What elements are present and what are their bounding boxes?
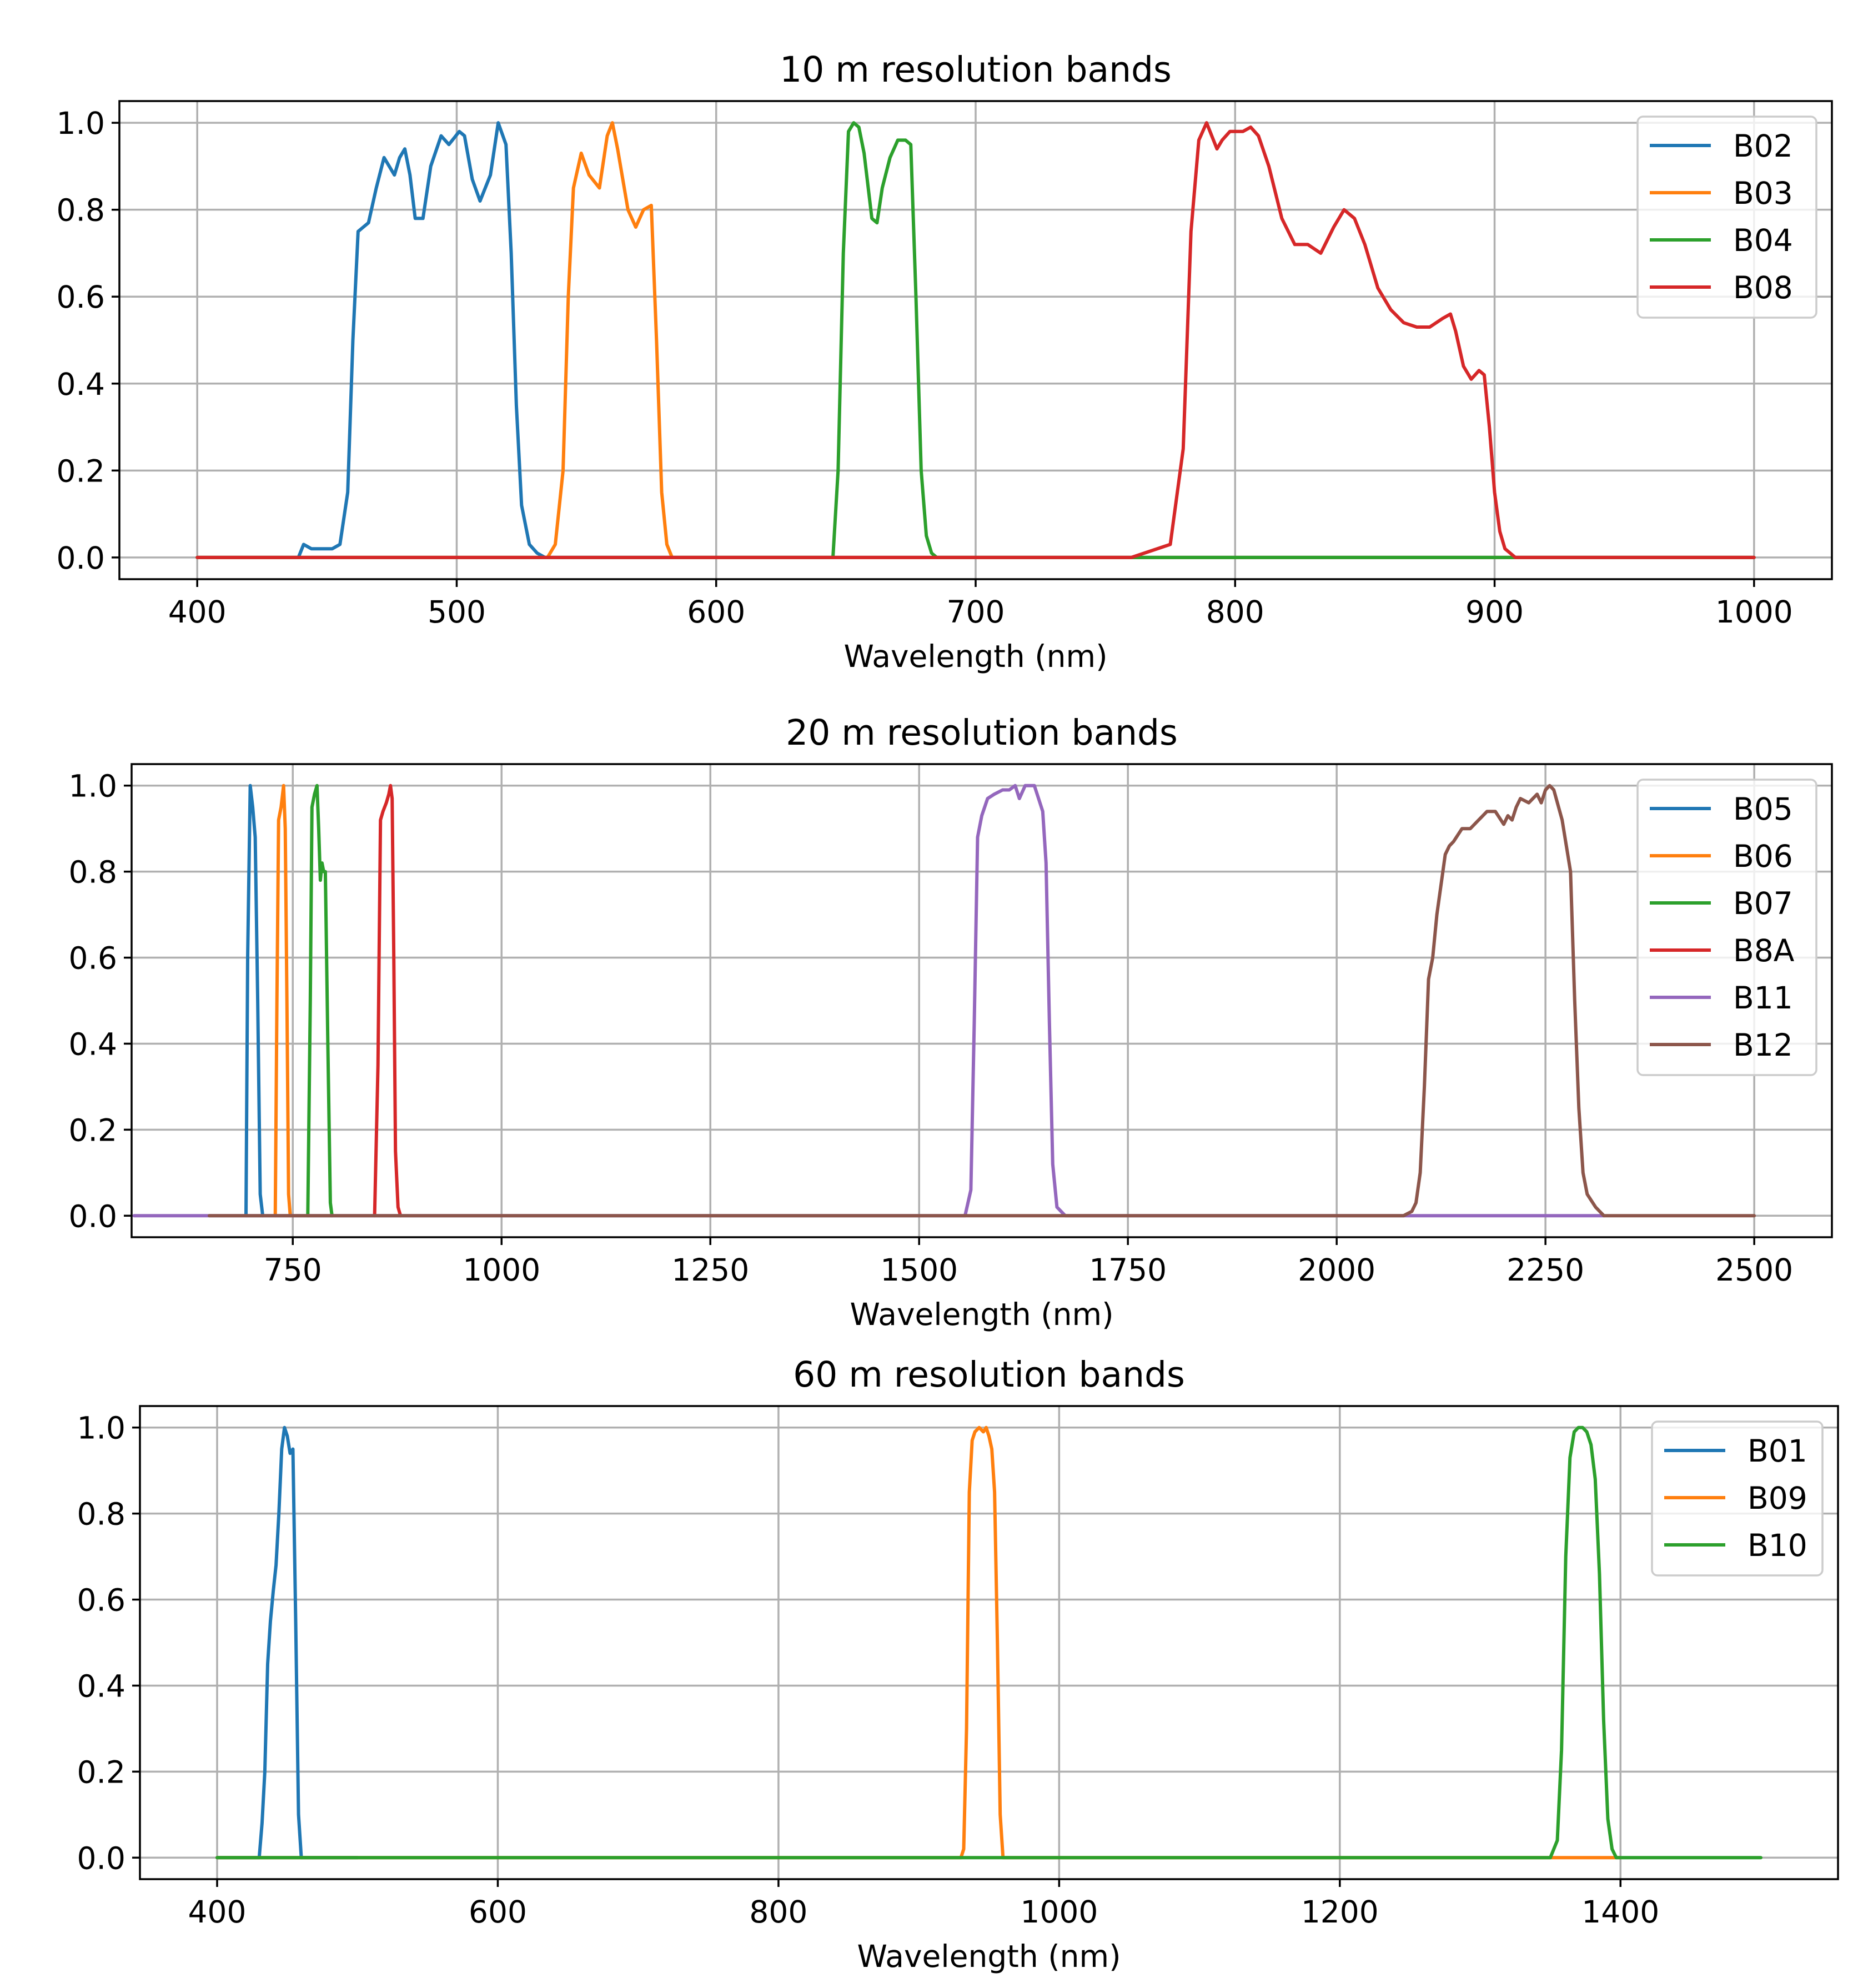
y-tick-label: 1.0 bbox=[57, 106, 105, 141]
series-line-b8a bbox=[373, 784, 403, 1218]
series-line-b12 bbox=[207, 784, 1756, 1218]
x-tick-label: 900 bbox=[1465, 594, 1524, 630]
y-tick-label: 0.4 bbox=[77, 1668, 125, 1704]
legend-box bbox=[1636, 779, 1817, 1076]
x-axis-label: Wavelength (nm) bbox=[857, 1939, 1121, 1974]
y-tick-label: 0.0 bbox=[77, 1840, 125, 1876]
plot-frame bbox=[130, 763, 1833, 1238]
series-line-b09 bbox=[215, 1425, 1623, 1860]
y-tick-label: 0.2 bbox=[77, 1754, 125, 1790]
chart-title: 60 m resolution bands bbox=[793, 1354, 1185, 1395]
chart-title: 20 m resolution bands bbox=[786, 712, 1178, 753]
legend: B02 B03 B04 B08 bbox=[1636, 116, 1817, 319]
x-axis-label: Wavelength (nm) bbox=[843, 639, 1107, 674]
x-tick-label: 700 bbox=[947, 594, 1005, 630]
chart-title: 10 m resolution bands bbox=[780, 49, 1172, 90]
x-tick-label: 600 bbox=[687, 594, 745, 630]
series-line-b11 bbox=[132, 784, 1606, 1218]
plot-frame bbox=[139, 1405, 1839, 1880]
x-tick-label: 2250 bbox=[1507, 1252, 1584, 1288]
y-tick-label: 0.6 bbox=[57, 279, 105, 315]
legend-label: B03 bbox=[1733, 175, 1793, 211]
x-tick-label: 400 bbox=[168, 594, 227, 630]
legend-box bbox=[1636, 116, 1817, 319]
x-tick-label: 2500 bbox=[1715, 1252, 1793, 1288]
y-tick-label: 0.8 bbox=[69, 855, 117, 890]
series-line-b04 bbox=[195, 121, 1756, 559]
series-line-b01 bbox=[215, 1425, 359, 1860]
x-tick-label: 1000 bbox=[1715, 594, 1793, 630]
y-tick-label: 0.8 bbox=[77, 1497, 125, 1532]
x-axis-label: Wavelength (nm) bbox=[850, 1297, 1113, 1332]
x-tick-label: 750 bbox=[264, 1252, 322, 1288]
legend-label: B06 bbox=[1733, 839, 1793, 874]
x-tick-label: 1200 bbox=[1301, 1894, 1379, 1930]
x-tick-label: 400 bbox=[188, 1894, 247, 1930]
y-tick-label: 0.4 bbox=[57, 367, 105, 402]
legend-label: B10 bbox=[1748, 1528, 1807, 1563]
x-tick-label: 500 bbox=[428, 594, 486, 630]
x-tick-label: 600 bbox=[469, 1894, 527, 1930]
legend-label: B05 bbox=[1733, 791, 1793, 827]
x-tick-label: 1000 bbox=[463, 1252, 540, 1288]
y-tick-label: 0.0 bbox=[69, 1198, 117, 1234]
legend-label: B02 bbox=[1733, 128, 1793, 164]
x-tick-label: 1250 bbox=[671, 1252, 749, 1288]
y-tick-label: 0.6 bbox=[77, 1583, 125, 1618]
panel-10m: 400 500 600 700 800 900 1000 0.0 0.2 0.4 0.6 0.8 1.0… bbox=[57, 49, 1833, 674]
y-tick-label: 1.0 bbox=[69, 769, 117, 804]
y-tick-label: 0.8 bbox=[57, 193, 105, 228]
x-tick-label: 1400 bbox=[1581, 1894, 1659, 1930]
legend-label: B09 bbox=[1748, 1480, 1807, 1516]
legend-label: B12 bbox=[1733, 1027, 1793, 1063]
legend-label: B07 bbox=[1733, 886, 1793, 921]
x-tick-label: 2000 bbox=[1298, 1252, 1375, 1288]
x-tick-label: 800 bbox=[1206, 594, 1264, 630]
legend: B01 B09 B10 bbox=[1651, 1420, 1824, 1577]
x-tick-label: 1750 bbox=[1089, 1252, 1167, 1288]
y-tick-label: 0.0 bbox=[57, 540, 105, 576]
legend-label: B8A bbox=[1733, 933, 1795, 968]
y-tick-label: 1.0 bbox=[77, 1410, 125, 1446]
y-tick-label: 0.2 bbox=[69, 1112, 117, 1148]
legend-label: B08 bbox=[1733, 270, 1793, 305]
series-line-b07 bbox=[306, 784, 334, 1218]
series-line-b03 bbox=[195, 121, 1756, 559]
series-line-b02 bbox=[195, 121, 1756, 559]
y-tick-label: 0.6 bbox=[69, 941, 117, 976]
legend-label: B01 bbox=[1748, 1433, 1807, 1469]
legend: B05 B06 B07 B8A B11 B12 bbox=[1636, 779, 1817, 1076]
x-tick-label: 1000 bbox=[1020, 1894, 1098, 1930]
series-line-b05 bbox=[244, 784, 265, 1218]
panel-20m: 750 1000 1250 1500 1750 2000 2250 2500 0.0 0.2 0.4… bbox=[69, 712, 1833, 1332]
legend-label: B04 bbox=[1733, 223, 1793, 258]
legend-box bbox=[1651, 1420, 1824, 1577]
series-line-b10 bbox=[215, 1425, 1762, 1860]
x-tick-label: 1500 bbox=[880, 1252, 958, 1288]
y-tick-label: 0.4 bbox=[69, 1026, 117, 1062]
series-line-b08 bbox=[195, 121, 1756, 559]
panel-60m: 400 600 800 1000 1200 1400 0.0 0.2 0.4 0.6 0.8 1.0 6… bbox=[77, 1354, 1839, 1974]
x-tick-label: 800 bbox=[749, 1894, 807, 1930]
legend-label: B11 bbox=[1733, 980, 1793, 1016]
series-line-b06 bbox=[273, 784, 292, 1218]
y-tick-label: 0.2 bbox=[57, 453, 105, 489]
